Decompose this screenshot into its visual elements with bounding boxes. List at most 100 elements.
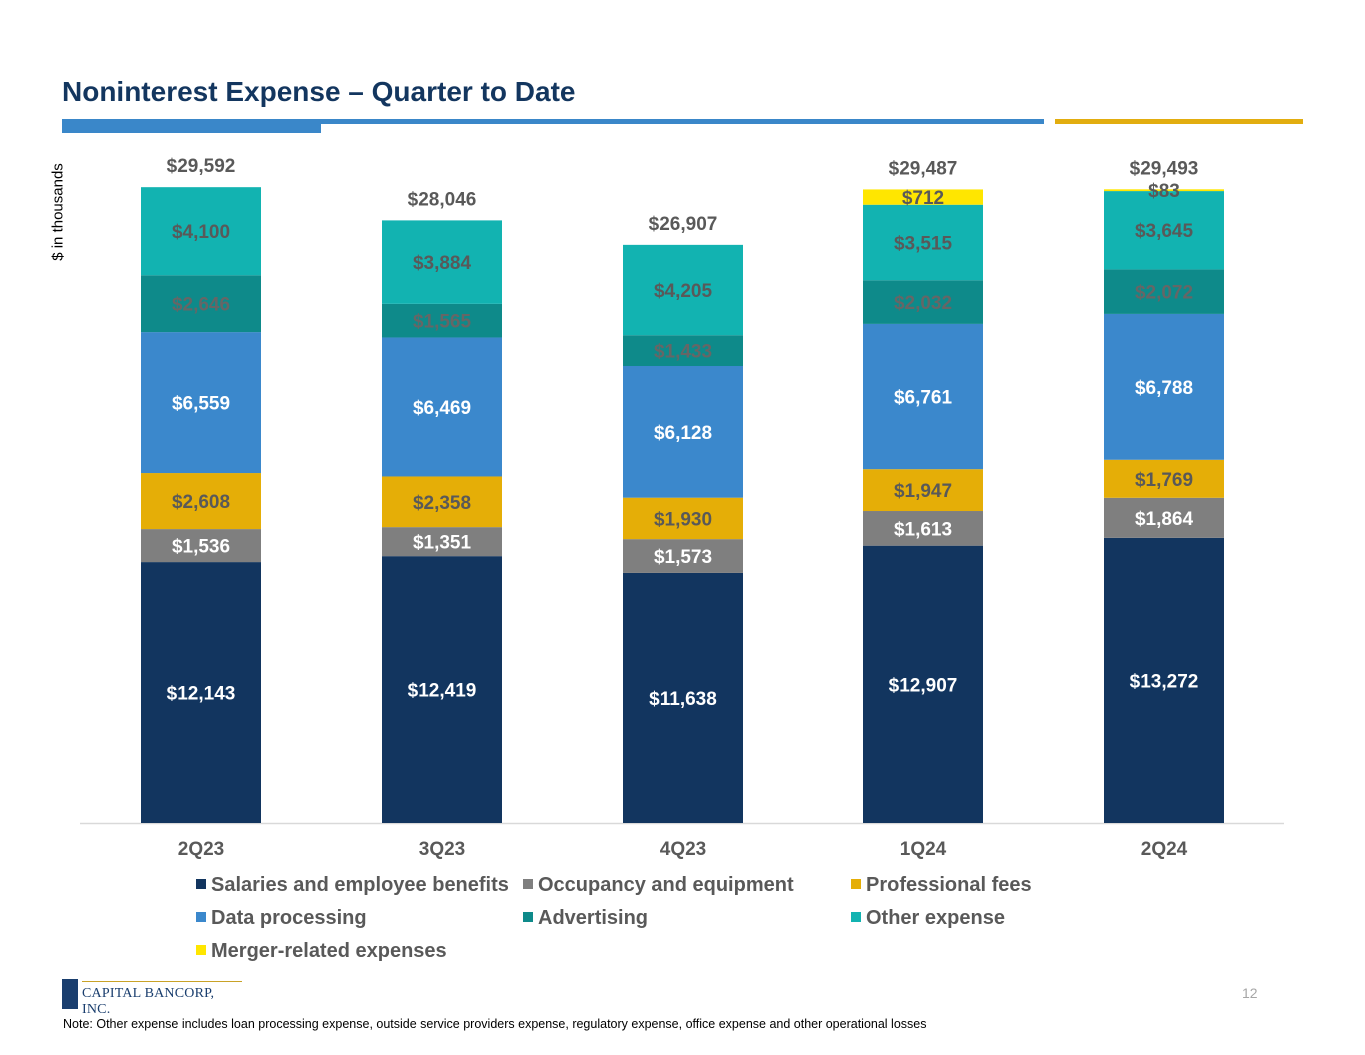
bar-segment-4q23-other-expense bbox=[623, 244, 743, 336]
bar-segment-2q24-merger-related-expenses bbox=[1104, 189, 1224, 192]
bar-segment-2q24-other-expense bbox=[1104, 191, 1224, 270]
data-label: $1,351 bbox=[413, 533, 472, 554]
data-label: $3,515 bbox=[894, 233, 953, 254]
legend-swatch bbox=[196, 912, 206, 922]
data-label: $1,947 bbox=[894, 481, 952, 502]
bar-segment-1q24-other-expense bbox=[863, 204, 983, 281]
legend-item: Merger-related expenses bbox=[196, 940, 447, 963]
bar-segment-3q23-occupancy-and-equipment bbox=[382, 527, 502, 557]
total-label: $29,592 bbox=[167, 156, 236, 177]
bar-segment-2q23-data-processing bbox=[141, 332, 261, 474]
bar-segment-1q24-merger-related-expenses bbox=[863, 189, 983, 205]
data-label: $1,573 bbox=[654, 547, 712, 568]
bar-segment-2q24-data-processing bbox=[1104, 313, 1224, 460]
bar-segment-4q23-data-processing bbox=[623, 366, 743, 498]
legend-swatch bbox=[523, 912, 533, 922]
data-label: $6,761 bbox=[894, 388, 953, 409]
x-tick-label: 4Q23 bbox=[660, 839, 706, 860]
bar-segment-2q24-professional-fees bbox=[1104, 459, 1224, 498]
title-rule-blue bbox=[62, 119, 1044, 124]
data-label: $2,646 bbox=[172, 295, 230, 316]
legend-item: Other expense bbox=[851, 907, 1005, 930]
bar-segment-1q24-advertising bbox=[863, 280, 983, 324]
bar-segment-1q24-salaries-and-employee-benefits bbox=[863, 545, 983, 823]
logo-rule bbox=[82, 981, 242, 982]
data-label: $12,907 bbox=[889, 675, 958, 696]
legend-label: Other expense bbox=[866, 907, 1005, 929]
bar-segment-2q24-salaries-and-employee-benefits bbox=[1104, 537, 1224, 823]
total-label: $28,046 bbox=[408, 189, 477, 210]
data-label: $1,769 bbox=[1135, 470, 1193, 491]
x-tick-label: 2Q24 bbox=[1141, 839, 1188, 860]
legend-swatch bbox=[851, 912, 861, 922]
legend-item: Advertising bbox=[523, 907, 648, 930]
bar-segment-4q23-occupancy-and-equipment bbox=[623, 539, 743, 573]
total-label: $26,907 bbox=[649, 214, 718, 235]
legend-label: Advertising bbox=[538, 907, 649, 929]
data-label: $1,930 bbox=[654, 509, 712, 530]
data-label: $6,128 bbox=[654, 423, 712, 444]
bar-segment-2q24-occupancy-and-equipment bbox=[1104, 497, 1224, 538]
bar-segment-2q23-salaries-and-employee-benefits bbox=[141, 562, 261, 823]
x-tick-label: 3Q23 bbox=[419, 839, 465, 860]
total-label: $29,487 bbox=[889, 158, 958, 179]
data-label: $2,032 bbox=[894, 293, 952, 314]
logo-mark-icon bbox=[62, 979, 78, 1009]
logo-text: CAPITAL BANCORP, INC. bbox=[82, 986, 215, 1017]
page-number: 12 bbox=[1242, 985, 1258, 1001]
data-label: $12,143 bbox=[167, 684, 236, 705]
data-label: $13,272 bbox=[1130, 671, 1199, 692]
bar-segment-4q23-professional-fees bbox=[623, 497, 743, 540]
legend-label: Professional fees bbox=[866, 874, 1032, 896]
bar-segment-3q23-other-expense bbox=[382, 220, 502, 304]
legend-swatch bbox=[851, 879, 861, 889]
data-label: $2,358 bbox=[413, 493, 471, 514]
legend-label: Data processing bbox=[211, 907, 367, 929]
bar-segment-2q23-professional-fees bbox=[141, 473, 261, 530]
data-label: $6,469 bbox=[413, 398, 471, 419]
data-label: $4,100 bbox=[172, 222, 230, 243]
bar-segment-2q23-other-expense bbox=[141, 187, 261, 276]
data-label: $2,608 bbox=[172, 492, 230, 513]
legend-swatch bbox=[523, 879, 533, 889]
x-tick-label: 2Q23 bbox=[178, 839, 224, 860]
bar-segment-4q23-salaries-and-employee-benefits bbox=[623, 572, 743, 823]
data-label: $83 bbox=[1148, 181, 1180, 202]
legend-item: Professional fees bbox=[851, 874, 1032, 897]
legend-item: Salaries and employee benefits bbox=[196, 874, 509, 897]
legend-label: Occupancy and equipment bbox=[538, 874, 794, 896]
bar-segment-1q24-professional-fees bbox=[863, 469, 983, 512]
company-logo: CAPITAL BANCORP, INC. bbox=[62, 979, 244, 1017]
data-label: $6,788 bbox=[1135, 378, 1193, 399]
data-label: $12,419 bbox=[408, 681, 477, 702]
data-label: $2,072 bbox=[1135, 283, 1193, 304]
data-label: $4,205 bbox=[654, 281, 713, 302]
bar-segment-3q23-professional-fees bbox=[382, 476, 502, 528]
legend-item: Occupancy and equipment bbox=[523, 874, 794, 897]
bar-segment-2q23-occupancy-and-equipment bbox=[141, 529, 261, 563]
x-tick-label: 1Q24 bbox=[900, 839, 947, 860]
bar-segment-3q23-salaries-and-employee-benefits bbox=[382, 556, 502, 823]
data-label: $1,613 bbox=[894, 519, 952, 540]
bar-segment-1q24-occupancy-and-equipment bbox=[863, 511, 983, 546]
title-rule-gold bbox=[1055, 119, 1303, 124]
legend-label: Merger-related expenses bbox=[211, 940, 447, 962]
page-title: Noninterest Expense – Quarter to Date bbox=[62, 76, 576, 107]
data-label: $1,864 bbox=[1135, 509, 1194, 530]
legend-swatch bbox=[196, 945, 206, 955]
legend-label: Salaries and employee benefits bbox=[211, 874, 509, 896]
data-label: $3,645 bbox=[1135, 221, 1194, 242]
data-label: $3,884 bbox=[413, 253, 472, 274]
legend-swatch bbox=[196, 879, 206, 889]
footnote: Note: Other expense includes loan proces… bbox=[63, 1017, 927, 1031]
data-label: $1,433 bbox=[654, 342, 712, 363]
bar-segment-2q24-advertising bbox=[1104, 269, 1224, 314]
data-label: $712 bbox=[902, 188, 944, 209]
bar-segment-1q24-data-processing bbox=[863, 323, 983, 470]
title-rule-blue-accent bbox=[62, 119, 321, 133]
bar-segment-4q23-advertising bbox=[623, 335, 743, 367]
legend-item: Data processing bbox=[196, 907, 367, 930]
data-label: $1,565 bbox=[413, 312, 472, 333]
bar-segment-2q23-advertising bbox=[141, 275, 261, 333]
